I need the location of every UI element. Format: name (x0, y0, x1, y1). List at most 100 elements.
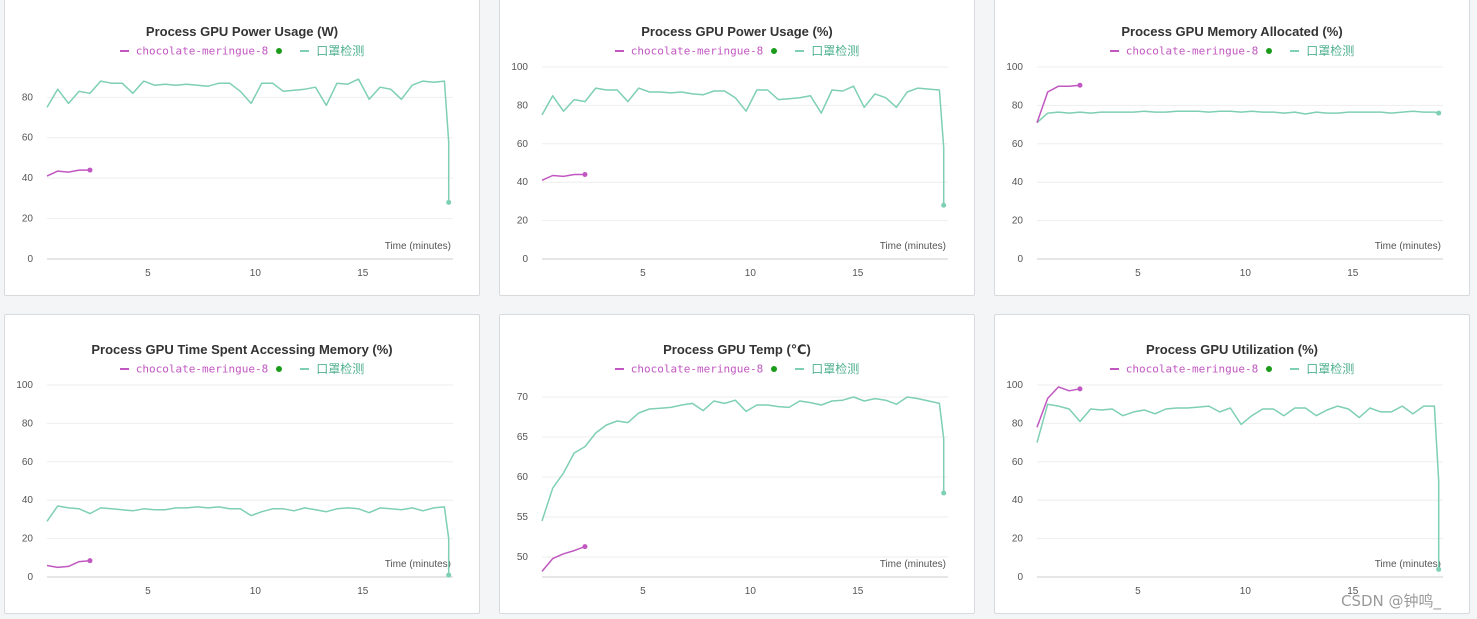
series-line-b[interactable] (46, 505, 450, 576)
chart-panel-5[interactable]: 50 55 60 65 70 5 10 15 Time (minutes) Process GPU… (499, 314, 975, 614)
x-tick-label: 10 (1240, 586, 1252, 597)
chart-panel-3[interactable]: 0 20 40 60 80 100 5 10 15 Time (minutes) Process G… (994, 0, 1470, 296)
legend-label: 口罩检测 (1306, 362, 1355, 376)
y-tick-label: 20 (1012, 216, 1024, 227)
y-tick-label: 100 (511, 62, 528, 73)
series-line-b[interactable] (1036, 403, 1440, 570)
y-tick-label: 60 (517, 139, 529, 150)
chart-panel-1[interactable]: 0 20 40 60 80 5 10 15 Time (minutes) Process GPU … (4, 0, 480, 296)
chart-legend: chocolate-meringue-8 口罩检测 (5, 42, 479, 59)
y-tick-label: 20 (517, 216, 529, 227)
x-axis-label: Time (minutes) (1375, 559, 1441, 570)
running-status-dot (771, 47, 778, 54)
y-tick-label: 0 (522, 254, 528, 265)
legend-swatch (795, 367, 805, 370)
legend-item-b[interactable]: 口罩检测 (300, 42, 364, 59)
legend-swatch (1290, 367, 1300, 370)
y-tick-label: 60 (22, 457, 34, 468)
series-end-point[interactable] (582, 172, 588, 178)
y-tick-label: 70 (517, 392, 529, 403)
series-end-point[interactable] (446, 199, 452, 205)
legend-item-b[interactable]: 口罩检测 (795, 42, 859, 59)
x-axis-label: Time (minutes) (1375, 241, 1441, 252)
legend-item-b[interactable]: 口罩检测 (1290, 42, 1354, 59)
series-end-point[interactable] (1436, 566, 1442, 572)
series-end-point[interactable] (941, 202, 947, 208)
legend-swatch (300, 49, 310, 52)
legend-label: chocolate-meringue-8 (630, 44, 764, 57)
legend-label: chocolate-meringue-8 (1125, 362, 1259, 375)
y-tick-label: 60 (1012, 457, 1024, 468)
series-line-a[interactable] (1036, 84, 1081, 123)
y-tick-label: 60 (1012, 139, 1024, 150)
series-line-a[interactable] (541, 545, 586, 572)
series-line-a[interactable] (1036, 386, 1081, 428)
chart-panel-2[interactable]: 0 20 40 60 80 100 5 10 15 Time (minutes) Process G… (499, 0, 975, 296)
legend-item-b[interactable]: 口罩检测 (1290, 360, 1354, 377)
y-tick-label: 80 (22, 418, 34, 429)
chart-panel-4[interactable]: 0 20 40 60 80 100 5 10 15 Time (minutes) Process G… (4, 314, 480, 614)
running-status-dot (1266, 47, 1273, 54)
legend-swatch (1109, 49, 1119, 52)
legend-item-a[interactable]: chocolate-meringue-8 (614, 43, 778, 57)
legend-label: chocolate-meringue-8 (135, 362, 269, 375)
y-tick-label: 20 (22, 534, 34, 545)
series-end-point[interactable] (446, 572, 452, 578)
y-tick-label: 40 (517, 177, 529, 188)
legend-item-a[interactable]: chocolate-meringue-8 (119, 361, 283, 375)
legend-swatch (119, 367, 129, 370)
y-tick-label: 0 (1017, 254, 1023, 265)
legend-item-a[interactable]: chocolate-meringue-8 (119, 43, 283, 57)
chart-plot: 0 20 40 60 80 100 5 10 15 Time (minutes) (1006, 62, 1443, 279)
series-end-point[interactable] (582, 544, 588, 550)
legend-item-b[interactable]: 口罩检测 (795, 360, 859, 377)
y-tick-label: 60 (22, 133, 34, 144)
y-tick-label: 20 (22, 214, 34, 225)
series-end-point[interactable] (1077, 386, 1083, 392)
series-line-b[interactable] (46, 78, 450, 203)
legend-item-a[interactable]: chocolate-meringue-8 (614, 361, 778, 375)
series-line-a[interactable] (541, 173, 585, 181)
x-axis-label: Time (minutes) (880, 559, 946, 570)
legend-label: chocolate-meringue-8 (1125, 44, 1259, 57)
legend-label: 口罩检测 (811, 362, 860, 376)
legend-item-b[interactable]: 口罩检测 (300, 360, 364, 377)
running-status-dot (276, 47, 283, 54)
chart-plot: 0 20 40 60 80 5 10 15 Time (minutes) (22, 78, 453, 279)
legend-item-a[interactable]: chocolate-meringue-8 (1109, 43, 1273, 57)
legend-label: chocolate-meringue-8 (135, 44, 269, 57)
series-line-b[interactable] (541, 85, 945, 206)
y-tick-label: 40 (22, 173, 34, 184)
series-end-point[interactable] (1077, 82, 1083, 88)
y-tick-label: 100 (1006, 380, 1023, 391)
chart-legend: chocolate-meringue-8 口罩检测 (500, 42, 974, 59)
x-tick-label: 10 (745, 268, 757, 279)
chart-legend: chocolate-meringue-8 口罩检测 (5, 360, 479, 377)
series-end-point[interactable] (87, 558, 93, 564)
chart-panel-6[interactable]: 0 20 40 60 80 100 5 10 15 Time (minutes) Process G… (994, 314, 1470, 614)
running-status-dot (1266, 365, 1273, 372)
x-tick-label: 10 (1240, 268, 1252, 279)
series-line-b[interactable] (1036, 110, 1439, 124)
x-tick-label: 5 (145, 586, 151, 597)
x-tick-label: 15 (357, 586, 369, 597)
series-end-point[interactable] (87, 167, 93, 173)
series-line-a[interactable] (46, 169, 90, 177)
legend-swatch (614, 49, 624, 52)
y-tick-label: 100 (16, 380, 33, 391)
x-tick-label: 5 (1135, 586, 1141, 597)
x-tick-label: 5 (145, 268, 151, 279)
legend-swatch (614, 367, 624, 370)
series-line-a[interactable] (46, 559, 91, 569)
chart-plot: 0 20 40 60 80 100 5 10 15 Time (minutes) (1006, 380, 1443, 597)
chart-title: Process GPU Utilization (%) (1146, 342, 1318, 357)
x-tick-label: 10 (250, 268, 262, 279)
y-tick-label: 80 (1012, 418, 1024, 429)
legend-item-a[interactable]: chocolate-meringue-8 (1109, 361, 1273, 375)
legend-swatch (1109, 367, 1119, 370)
y-tick-label: 80 (22, 92, 34, 103)
series-end-point[interactable] (1436, 110, 1442, 116)
series-end-point[interactable] (941, 490, 947, 496)
series-line-b[interactable] (541, 396, 945, 522)
x-tick-label: 15 (852, 268, 864, 279)
